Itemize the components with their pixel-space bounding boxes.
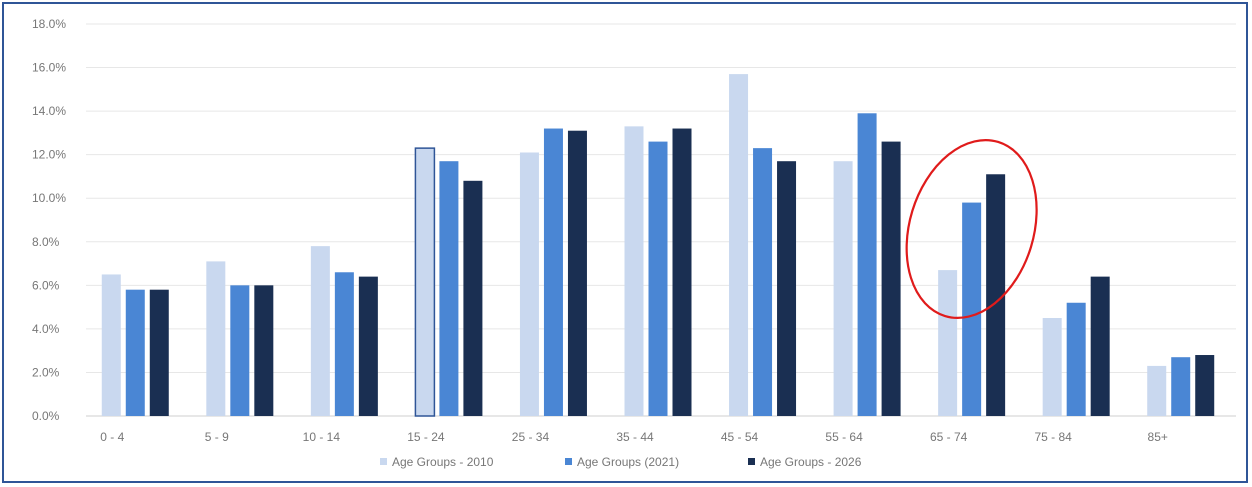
bar-2	[857, 113, 877, 417]
x-tick-label: 55 - 64	[825, 430, 863, 444]
x-tick-label: 5 - 9	[205, 430, 229, 444]
bar-3	[1090, 276, 1110, 416]
x-tick-label: 10 - 14	[303, 430, 341, 444]
bar-2	[230, 285, 250, 416]
bar-3	[672, 128, 692, 417]
bar-2	[753, 148, 773, 416]
y-tick-label: 14.0%	[32, 104, 66, 118]
bars-layer	[101, 74, 1215, 417]
bar-3	[777, 161, 797, 416]
legend-label: Age Groups - 2026	[760, 455, 862, 469]
x-axis-ticks: 0 - 4 5 - 9 10 - 14 15 - 24 25 - 34 35 - 44 45…	[100, 430, 1168, 444]
bar-3	[881, 141, 901, 416]
y-tick-label: 4.0%	[32, 322, 60, 336]
bar-2	[1066, 302, 1086, 416]
y-tick-label: 16.0%	[32, 61, 66, 75]
y-axis-ticks: 0.0% 2.0% 4.0% 6.0% 8.0% 10.0% 12.0% 14.0% 16.0%…	[32, 17, 66, 423]
bar-1	[938, 270, 958, 416]
bar-3	[567, 130, 587, 416]
y-tick-label: 2.0%	[32, 365, 60, 379]
legend-label: Age Groups (2021)	[577, 455, 679, 469]
legend: Age Groups - 2010 Age Groups (2021) Age Gr…	[380, 455, 862, 469]
bar-2	[439, 161, 459, 416]
x-tick-label: 15 - 24	[407, 430, 445, 444]
bar-1	[1147, 365, 1167, 416]
bar-1	[1042, 318, 1062, 416]
bar-2	[334, 272, 354, 416]
bar-2	[1171, 357, 1191, 416]
legend-label: Age Groups - 2010	[392, 455, 494, 469]
x-tick-label: 35 - 44	[616, 430, 654, 444]
legend-swatch	[748, 458, 755, 465]
bar-3	[358, 276, 378, 416]
legend-swatch	[565, 458, 572, 465]
x-tick-label: 45 - 54	[721, 430, 759, 444]
bar-1	[101, 274, 121, 416]
bar-1	[519, 152, 539, 416]
bar-3	[463, 180, 483, 416]
bar-1	[833, 161, 853, 416]
y-tick-label: 10.0%	[32, 191, 66, 205]
bar-3	[149, 289, 169, 416]
y-tick-label: 12.0%	[32, 148, 66, 162]
bar-3	[986, 174, 1006, 416]
legend-swatch	[380, 458, 387, 465]
bar-3	[1195, 355, 1215, 416]
highlight-circle	[905, 139, 1038, 319]
x-tick-label: 65 - 74	[930, 430, 968, 444]
x-tick-label: 25 - 34	[512, 430, 550, 444]
y-tick-label: 8.0%	[32, 235, 60, 249]
bar-1	[310, 246, 330, 416]
bar-2	[648, 141, 668, 416]
bar-1	[729, 74, 749, 416]
y-tick-label: 6.0%	[32, 278, 60, 292]
bar-1	[414, 147, 436, 417]
bar-2	[125, 289, 145, 416]
bar-3	[254, 285, 274, 416]
annotation-layer	[905, 139, 1038, 319]
x-tick-label: 0 - 4	[100, 430, 124, 444]
y-tick-label: 0.0%	[32, 409, 60, 423]
bar-1	[206, 261, 226, 416]
bar-2	[543, 128, 563, 417]
y-tick-label: 18.0%	[32, 17, 66, 31]
bar-2	[962, 202, 982, 416]
x-tick-label: 85+	[1148, 430, 1168, 444]
x-tick-label: 75 - 84	[1035, 430, 1073, 444]
bar-1	[624, 126, 644, 416]
